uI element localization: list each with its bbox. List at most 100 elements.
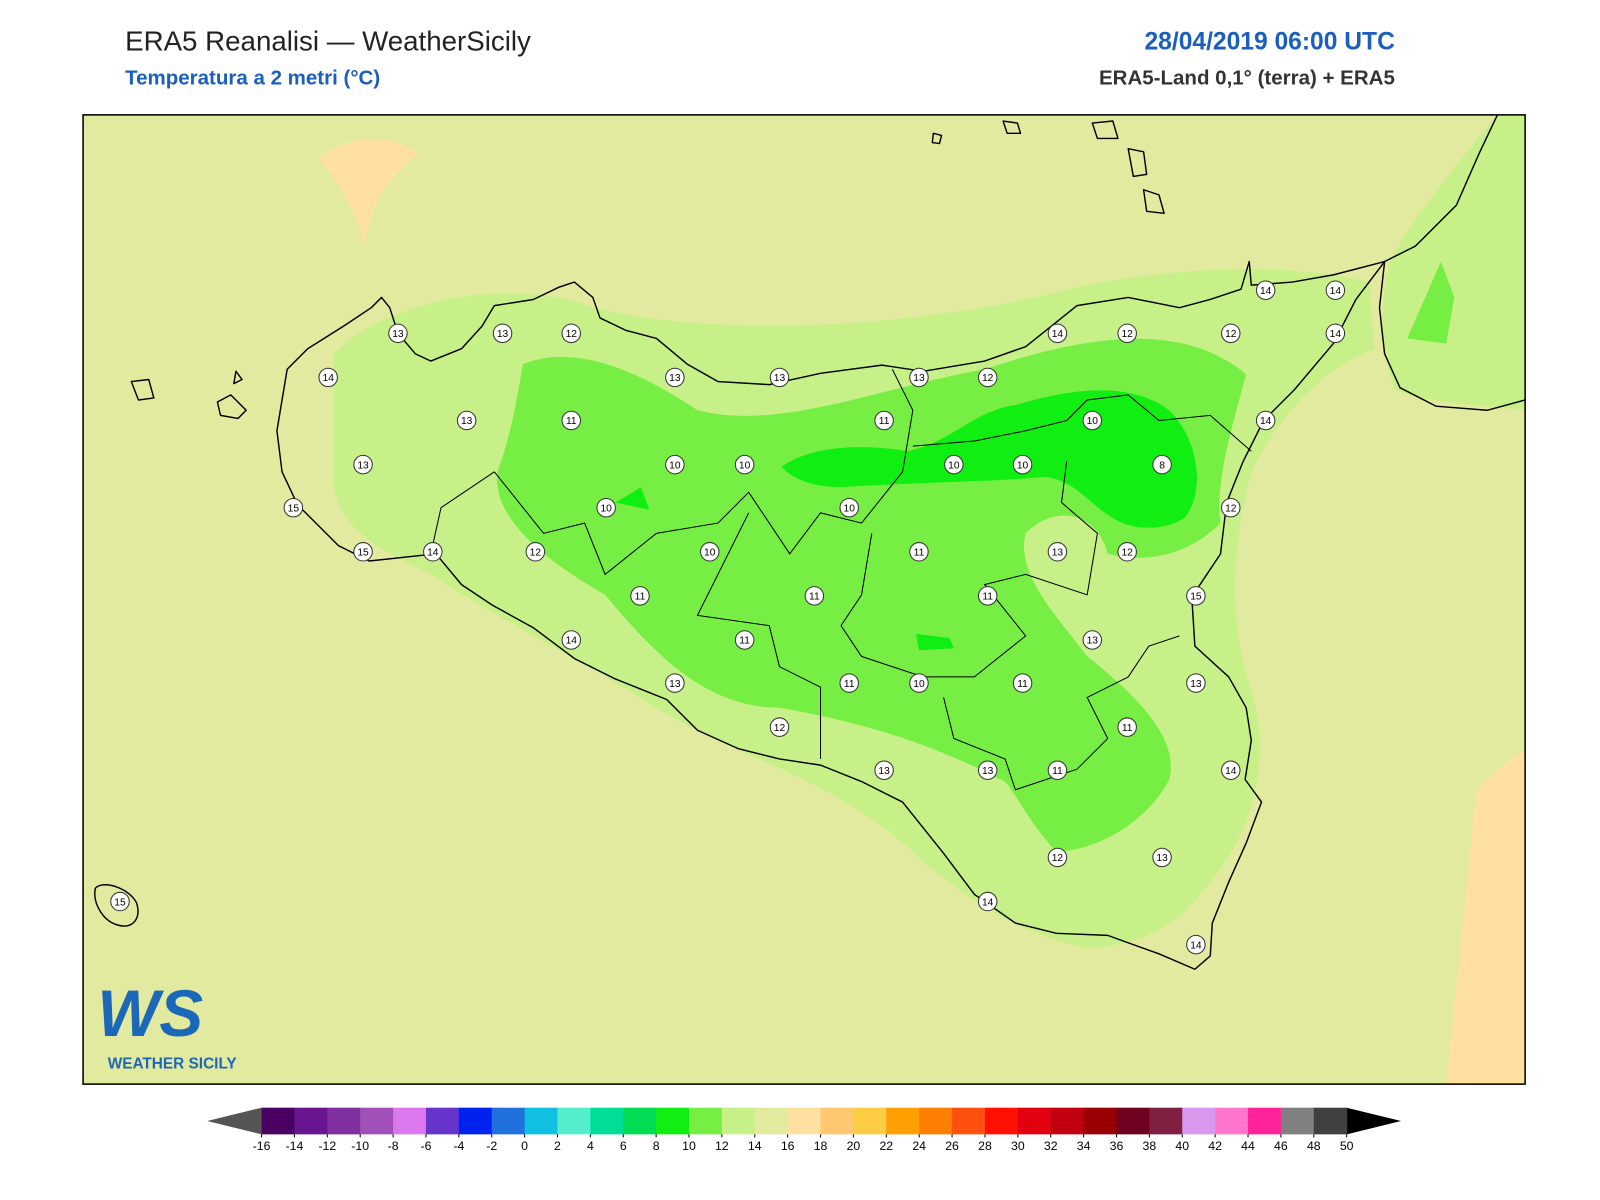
colorbar-label: 44: [1241, 1139, 1255, 1153]
station-value: 11: [1052, 766, 1063, 777]
coastline: [276, 260, 1386, 970]
colorbar-box: [656, 1107, 690, 1135]
colorbar-label: 10: [682, 1139, 696, 1153]
station-marker: [977, 891, 998, 912]
station-marker: [839, 497, 859, 518]
colorbar-over: [1346, 1107, 1402, 1135]
station-value: 12: [1225, 503, 1237, 514]
colorbar-box: [1182, 1107, 1216, 1135]
station-value: 14: [566, 636, 578, 647]
temp-band-8-10: [915, 633, 954, 651]
station-marker: [665, 367, 685, 388]
station-value: 12: [566, 329, 578, 340]
station-marker: [1152, 847, 1172, 868]
colorbar-label: -12: [318, 1139, 336, 1153]
station-marker: [839, 673, 859, 693]
station-value: 13: [392, 329, 404, 340]
station-marker: [734, 454, 755, 475]
station-value: 11: [809, 592, 820, 603]
colorbar-label: 34: [1077, 1139, 1091, 1153]
colorbar-box: [787, 1107, 822, 1135]
logo-text: WEATHER SICILY: [108, 1056, 237, 1073]
station-value: 14: [1052, 329, 1064, 340]
station-marker: [561, 410, 582, 431]
station-marker: [1047, 760, 1068, 780]
station-value: 15: [357, 548, 369, 559]
colorbar-label: 14: [748, 1139, 762, 1153]
warm-area: [1446, 748, 1526, 1085]
colorbar-label: 16: [781, 1139, 795, 1153]
colorbar-box: [919, 1107, 953, 1135]
colorbar-box: [886, 1107, 920, 1135]
station-value: 12: [1225, 329, 1237, 340]
station-marker: [1047, 542, 1068, 562]
station-value: 13: [1156, 853, 1168, 864]
station-value: 11: [844, 679, 855, 690]
station-value: 13: [1087, 636, 1099, 647]
station-value: 10: [739, 460, 751, 471]
colorbar-box: [393, 1107, 427, 1135]
colorbar-label: 32: [1044, 1139, 1058, 1153]
islands: [94, 120, 1165, 927]
station-marker: [1325, 280, 1346, 300]
station-marker: [1186, 586, 1206, 606]
colorbar-label: 46: [1274, 1139, 1288, 1153]
station-value: 11: [879, 416, 890, 427]
colorbar-label: 18: [814, 1139, 828, 1153]
station-marker: [874, 760, 894, 780]
station-value: 10: [948, 460, 960, 471]
station-marker: [804, 586, 825, 606]
colorbar-label: 24: [912, 1139, 926, 1153]
station-marker: [977, 586, 998, 606]
colorbar-label: 12: [715, 1139, 729, 1153]
station-marker: [1117, 323, 1137, 344]
station-value: 10: [1017, 460, 1029, 471]
station-marker: [944, 454, 964, 475]
colorbar-label: -14: [286, 1139, 304, 1153]
station-marker: [977, 367, 998, 388]
station-value: 10: [600, 503, 612, 514]
station-value: 14: [1330, 286, 1342, 297]
station-marker: [909, 673, 929, 693]
colorbar-box: [623, 1107, 657, 1135]
coastline: [1378, 114, 1526, 411]
station-marker: [318, 367, 338, 388]
colorbar-label: 2: [554, 1139, 561, 1153]
colorbar-box: [294, 1107, 328, 1135]
station-marker: [769, 367, 790, 388]
station-value: 14: [982, 897, 994, 908]
colorbar-box: [1313, 1107, 1348, 1135]
station-value: 12: [1121, 548, 1133, 559]
station-value: 12: [530, 548, 542, 559]
station-marker: [630, 586, 650, 606]
colorbar-box: [1215, 1107, 1249, 1135]
station-value: 13: [669, 679, 681, 690]
colorbar-box: [327, 1107, 361, 1135]
colorbar-box: [557, 1107, 591, 1135]
source: ERA5-Land 0,1° (terra) + ERA5: [1099, 66, 1395, 89]
station-marker: [353, 454, 373, 475]
station-marker: [492, 323, 513, 344]
station-value: 13: [774, 373, 786, 384]
station-value: 11: [635, 592, 646, 603]
station-marker: [1221, 323, 1241, 344]
colorbar-box: [1050, 1107, 1085, 1135]
station-marker: [1047, 323, 1068, 344]
colorbar-box: [590, 1107, 624, 1135]
station-value: 13: [669, 373, 681, 384]
land-band: [1407, 261, 1455, 344]
station-marker: [1082, 630, 1103, 650]
station-value: 15: [288, 503, 300, 514]
station-marker: [1082, 410, 1103, 431]
station-marker: [525, 542, 546, 562]
station-marker: [769, 717, 790, 737]
station-marker: [1047, 847, 1068, 868]
province-border: [430, 369, 1252, 791]
warm-area: [317, 139, 419, 247]
station-marker: [909, 367, 929, 388]
temp-band-8-10: [615, 487, 650, 510]
colorbar-box: [360, 1107, 394, 1135]
colorbar-label: 36: [1110, 1139, 1124, 1153]
station-marker: [977, 760, 998, 780]
